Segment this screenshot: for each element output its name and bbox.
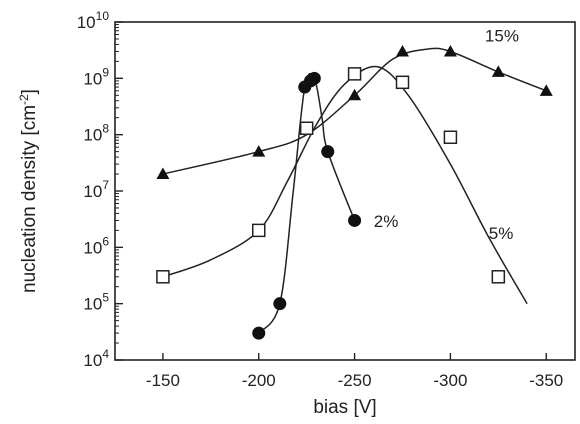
series-line-triangle (162, 47, 547, 175)
data-point-square (443, 130, 458, 144)
data-point-triangle (539, 84, 553, 96)
data-point-circle (252, 326, 266, 340)
data-point-triangle (156, 167, 170, 180)
y-tick-label: 105 (83, 291, 109, 314)
y-tick-label: 1010 (77, 9, 110, 32)
data-point-circle (321, 145, 335, 159)
data-point-square (395, 75, 410, 90)
series-label: 5% (489, 224, 514, 243)
x-tick-label: -150 (146, 371, 180, 390)
series-line-square (162, 65, 528, 305)
y-tick-label: 104 (83, 347, 109, 370)
series-label: 15% (485, 27, 519, 46)
data-point-square (347, 67, 362, 81)
x-tick-label: -300 (433, 371, 467, 390)
data-point-circle (307, 71, 321, 85)
y-tick-label: 107 (83, 178, 109, 201)
series-markers (156, 44, 553, 340)
data-point-triangle (396, 44, 409, 57)
y-tick-label: 106 (83, 234, 109, 257)
data-point-triangle (491, 65, 505, 77)
y-axis: 104 105 106 107 108 109 1010 (77, 9, 123, 370)
y-axis-title: nucleation density [cm-2] (17, 89, 40, 293)
y-axis-title-main: nucleation density [cm (19, 105, 40, 293)
series-line-circle (258, 72, 356, 334)
plot-frame (114, 21, 576, 361)
data-point-circle (273, 297, 287, 311)
y-axis-title-close: ] (19, 89, 40, 94)
y-axis-title-sup: -2 (17, 94, 31, 105)
data-point-triangle (252, 145, 266, 157)
y-tick-label: 109 (83, 65, 109, 88)
data-point-circle (348, 213, 362, 227)
data-point-triangle (443, 44, 457, 57)
x-axis: -150 -200 -250 -300 -350 (146, 353, 563, 390)
series-label: 2% (374, 212, 399, 231)
x-axis-title: bias [V] (313, 397, 376, 418)
x-tick-label: -350 (529, 371, 563, 390)
data-point-square (156, 270, 170, 284)
data-point-square (491, 270, 506, 284)
data-point-triangle (348, 88, 362, 101)
data-point-square (299, 121, 314, 135)
data-point-square (252, 223, 266, 238)
series-labels: 2% 5% 15% (374, 27, 519, 244)
y-tick-label: 108 (83, 122, 109, 145)
x-tick-label: -200 (242, 371, 276, 390)
x-tick-label: -250 (338, 371, 372, 390)
